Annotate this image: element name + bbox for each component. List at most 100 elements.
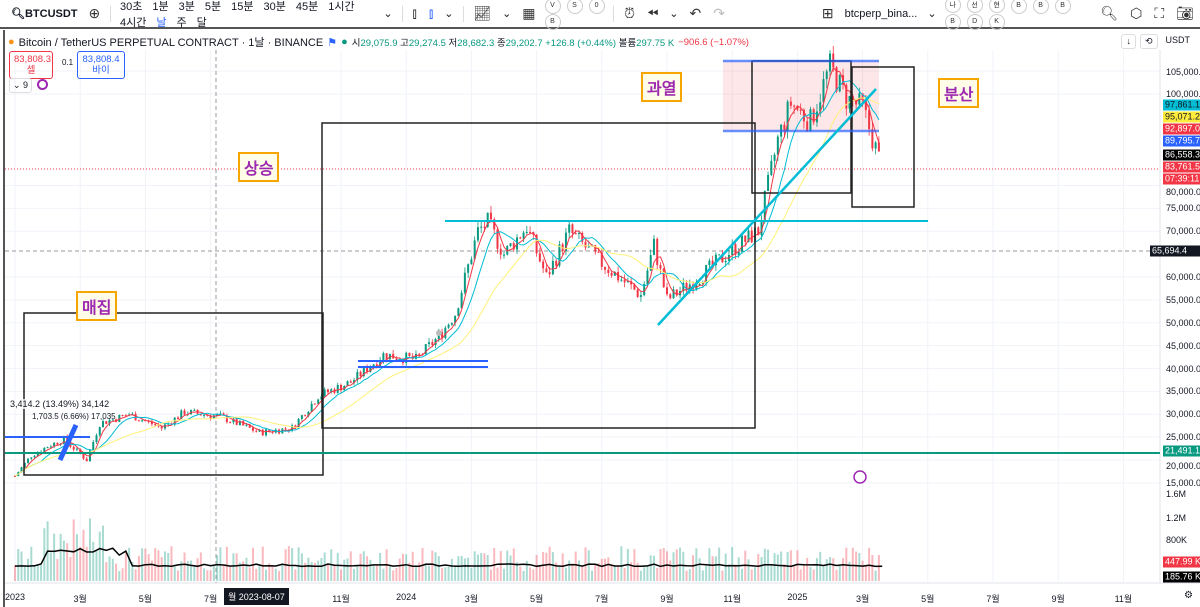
settings-icon[interactable]: ⚙ bbox=[1184, 590, 1193, 601]
add-symbol-icon[interactable]: ⊕ bbox=[88, 5, 101, 21]
alert-icon[interactable]: ⏰︎ bbox=[624, 5, 636, 21]
bar-chart-icon[interactable]: ⫾ bbox=[412, 5, 417, 21]
quick-button[interactable]: S bbox=[566, 0, 583, 14]
interval-4[interactable]: 15분 bbox=[231, 0, 254, 13]
annotation-distribution[interactable]: 분산 bbox=[938, 78, 980, 108]
candle-body bbox=[737, 251, 740, 255]
quick-button[interactable]: D bbox=[966, 13, 983, 30]
candle-body bbox=[199, 413, 202, 416]
interval-9[interactable]: 날 bbox=[156, 16, 167, 29]
settings-icon[interactable]: ⬡ bbox=[1130, 5, 1143, 21]
redo-icon[interactable]: ↷ bbox=[713, 5, 725, 21]
quick-button[interactable]: B bbox=[1054, 0, 1071, 14]
quick-button[interactable]: 선 bbox=[966, 0, 983, 14]
interval-dropdown-icon[interactable]: ⌄ bbox=[383, 8, 393, 20]
volume-bar bbox=[85, 546, 88, 581]
candle-body bbox=[349, 381, 352, 383]
volume-bar bbox=[460, 555, 463, 581]
interval-3[interactable]: 5분 bbox=[204, 0, 222, 13]
indicators-dropdown-icon[interactable]: ⌄ bbox=[502, 8, 512, 20]
candle-body bbox=[212, 415, 215, 419]
scroll-down-icon[interactable]: ↓ bbox=[1121, 34, 1136, 49]
interval-2[interactable]: 3분 bbox=[178, 0, 195, 13]
candle-body bbox=[418, 353, 421, 355]
buy-price: 83,808.4 bbox=[82, 54, 120, 65]
candle-body bbox=[529, 231, 532, 233]
volume-bar bbox=[40, 565, 43, 581]
quick-button[interactable]: 나 bbox=[944, 0, 961, 14]
sell-price: 83,808.3 bbox=[14, 54, 51, 65]
interval-5[interactable]: 30분 bbox=[263, 0, 286, 13]
quick-button[interactable]: B bbox=[1010, 0, 1027, 14]
candles-icon[interactable]: ⫾ bbox=[428, 5, 434, 21]
volume-bar bbox=[206, 570, 209, 581]
time-tick: 7월 bbox=[203, 594, 218, 604]
volume-bar bbox=[105, 562, 108, 581]
price-tick: 60,000.0 bbox=[1166, 272, 1200, 282]
candle-body bbox=[868, 110, 871, 130]
annotation-accumulation[interactable]: 매집 bbox=[76, 291, 118, 321]
chart-type-dropdown-icon[interactable]: ⌄ bbox=[444, 8, 454, 20]
layout-icon[interactable]: ⊞ bbox=[821, 5, 834, 21]
currency-selector[interactable]: USDT bbox=[1165, 35, 1191, 45]
indicator-status-icon[interactable] bbox=[37, 79, 48, 90]
quick-button[interactable]: B bbox=[544, 13, 561, 30]
buy-label: 바이 bbox=[92, 65, 110, 76]
annotation-overheat[interactable]: 과열 bbox=[641, 72, 683, 102]
interval-0[interactable]: 30초 bbox=[120, 0, 143, 13]
interval-7[interactable]: 1시간 bbox=[328, 0, 355, 13]
indicators-icon[interactable]: 📈︎ bbox=[473, 5, 492, 21]
quick-button[interactable]: 현 bbox=[988, 0, 1005, 14]
candle-body bbox=[313, 403, 316, 405]
symbol-search-button[interactable]: 🔍︎BTCUSDT bbox=[11, 8, 78, 20]
flag-icon[interactable]: ⚑ bbox=[327, 36, 338, 49]
undo-icon[interactable]: ↶ bbox=[689, 5, 702, 21]
candle-body bbox=[724, 260, 727, 263]
interval-1[interactable]: 1분 bbox=[152, 0, 169, 13]
volume-tick: 1.6M bbox=[1166, 489, 1187, 499]
quick-search-icon[interactable]: 🔍︎ bbox=[1100, 5, 1119, 21]
templates-icon[interactable]: ▦ bbox=[522, 5, 536, 21]
volume-bar bbox=[418, 562, 421, 581]
layout-name[interactable]: btcperp_bina... bbox=[844, 7, 918, 20]
volume-bar bbox=[137, 555, 140, 581]
volume-bar bbox=[666, 551, 668, 581]
price-tick: 15,000.0 bbox=[1166, 477, 1200, 488]
snapshot-icon[interactable]: 📷︎ bbox=[1176, 5, 1194, 21]
volume-bar bbox=[727, 564, 730, 581]
volume-bar bbox=[62, 540, 65, 581]
volume-bar bbox=[242, 561, 245, 581]
auto-scale-icon[interactable]: ⟲ bbox=[1139, 34, 1158, 49]
replay-dropdown-icon[interactable]: ⌄ bbox=[669, 8, 679, 20]
indicators-toggle[interactable]: ⌄ 9 bbox=[9, 78, 33, 93]
quick-button[interactable]: K bbox=[988, 13, 1005, 30]
volume-bar bbox=[313, 562, 316, 581]
candle-body bbox=[454, 315, 457, 324]
candle-body bbox=[297, 418, 300, 428]
candle-body bbox=[776, 136, 779, 155]
replay-icon[interactable]: ⏪︎ bbox=[647, 5, 659, 21]
sell-button[interactable]: 83,808.3 셀 bbox=[9, 51, 53, 79]
low-label: 저 bbox=[448, 38, 458, 49]
quick-button[interactable]: B bbox=[1032, 0, 1049, 14]
interval-8[interactable]: 4시간 bbox=[120, 16, 147, 29]
quick-button[interactable]: B bbox=[944, 13, 961, 30]
candle-body bbox=[30, 457, 33, 459]
volume-bar bbox=[79, 546, 82, 581]
quick-button[interactable]: 0 bbox=[588, 0, 605, 14]
layout-dropdown-icon[interactable]: ⌄ bbox=[927, 8, 937, 20]
price-tick: 55,000.0 bbox=[1166, 294, 1200, 305]
candle-body bbox=[307, 411, 310, 417]
volume-bar bbox=[398, 558, 401, 581]
volume-bar bbox=[529, 567, 532, 581]
interval-6[interactable]: 45분 bbox=[295, 0, 319, 13]
interval-10[interactable]: 주 bbox=[176, 16, 187, 29]
annotation-markup[interactable]: 상승 bbox=[238, 152, 280, 182]
candle-body bbox=[496, 229, 499, 249]
interval-11[interactable]: 달 bbox=[196, 16, 207, 29]
candle-body bbox=[428, 342, 431, 345]
fullscreen-icon[interactable]: ⛶ bbox=[1154, 5, 1165, 21]
chart-area[interactable] bbox=[3, 30, 1200, 607]
buy-button[interactable]: 83,808.4 바이 bbox=[77, 51, 125, 79]
